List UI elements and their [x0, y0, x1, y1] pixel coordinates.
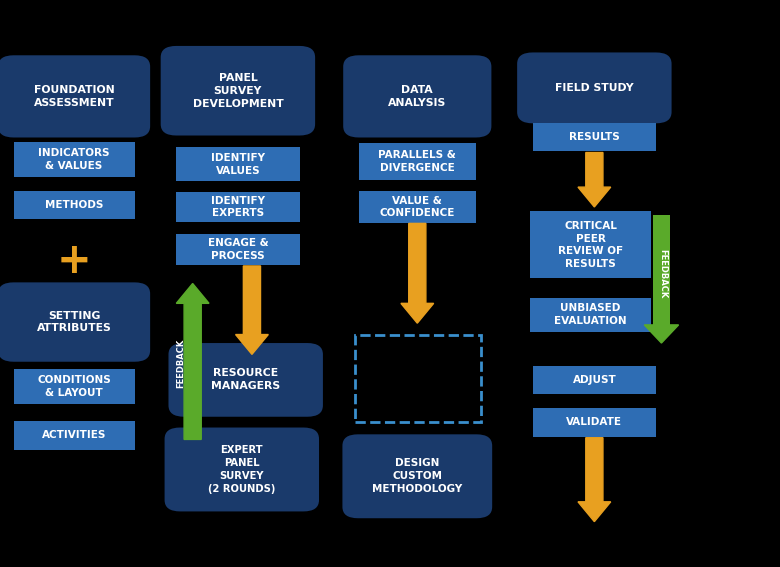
- FancyBboxPatch shape: [359, 191, 476, 222]
- FancyBboxPatch shape: [343, 56, 491, 138]
- Text: METHODS: METHODS: [45, 200, 103, 210]
- Text: +: +: [57, 240, 91, 282]
- FancyBboxPatch shape: [0, 56, 150, 138]
- FancyBboxPatch shape: [0, 282, 150, 362]
- Polygon shape: [236, 266, 268, 354]
- FancyBboxPatch shape: [530, 298, 651, 332]
- FancyBboxPatch shape: [14, 369, 134, 404]
- Polygon shape: [578, 438, 611, 522]
- FancyBboxPatch shape: [517, 53, 672, 124]
- Text: PANEL
SURVEY
DEVELOPMENT: PANEL SURVEY DEVELOPMENT: [193, 73, 283, 108]
- FancyBboxPatch shape: [14, 191, 134, 219]
- Text: FIELD STUDY: FIELD STUDY: [555, 83, 633, 93]
- Polygon shape: [578, 153, 611, 207]
- Text: UNBIASED
EVALUATION: UNBIASED EVALUATION: [554, 303, 627, 326]
- FancyBboxPatch shape: [533, 366, 656, 394]
- Text: DESIGN
CUSTOM
METHODOLOGY: DESIGN CUSTOM METHODOLOGY: [372, 459, 463, 494]
- FancyBboxPatch shape: [14, 421, 134, 450]
- Text: SETTING
ATTRIBUTES: SETTING ATTRIBUTES: [37, 311, 112, 333]
- Text: RESOURCE
MANAGERS: RESOURCE MANAGERS: [211, 369, 280, 391]
- Text: DATA
ANALYSIS: DATA ANALYSIS: [388, 85, 446, 108]
- Polygon shape: [401, 223, 434, 323]
- FancyBboxPatch shape: [530, 211, 651, 278]
- Text: FEEDBACK: FEEDBACK: [176, 338, 186, 387]
- FancyBboxPatch shape: [14, 142, 134, 177]
- Text: FOUNDATION
ASSESSMENT: FOUNDATION ASSESSMENT: [34, 85, 115, 108]
- Text: PARALLELS &
DIVERGENCE: PARALLELS & DIVERGENCE: [378, 150, 456, 173]
- Polygon shape: [176, 284, 209, 439]
- FancyBboxPatch shape: [176, 234, 300, 265]
- FancyBboxPatch shape: [165, 428, 319, 511]
- Text: ENGAGE &
PROCESS: ENGAGE & PROCESS: [207, 238, 268, 261]
- FancyBboxPatch shape: [533, 408, 656, 437]
- FancyBboxPatch shape: [161, 46, 315, 136]
- FancyBboxPatch shape: [359, 143, 476, 180]
- FancyBboxPatch shape: [342, 434, 492, 518]
- Text: IDENTIFY
EXPERTS: IDENTIFY EXPERTS: [211, 196, 265, 218]
- Text: VALIDATE: VALIDATE: [566, 417, 622, 428]
- Text: VALUE &
CONFIDENCE: VALUE & CONFIDENCE: [380, 196, 455, 218]
- Text: ACTIVITIES: ACTIVITIES: [42, 430, 106, 441]
- Text: EXPERT
PANEL
SURVEY
(2 ROUNDS): EXPERT PANEL SURVEY (2 ROUNDS): [208, 445, 275, 494]
- Text: CONDITIONS
& LAYOUT: CONDITIONS & LAYOUT: [37, 375, 111, 398]
- Text: IDENTIFY
VALUES: IDENTIFY VALUES: [211, 153, 265, 176]
- Bar: [355, 335, 481, 422]
- FancyBboxPatch shape: [168, 343, 323, 417]
- FancyBboxPatch shape: [533, 123, 656, 151]
- Polygon shape: [644, 325, 679, 343]
- FancyBboxPatch shape: [176, 192, 300, 222]
- Bar: [653, 215, 670, 325]
- FancyBboxPatch shape: [176, 147, 300, 181]
- Text: ADJUST: ADJUST: [573, 375, 616, 385]
- Text: CRITICAL
PEER
REVIEW OF
RESULTS: CRITICAL PEER REVIEW OF RESULTS: [558, 221, 623, 269]
- Text: RESULTS: RESULTS: [569, 132, 620, 142]
- Text: INDICATORS
& VALUES: INDICATORS & VALUES: [38, 149, 110, 171]
- Text: FEEDBACK: FEEDBACK: [658, 249, 668, 298]
